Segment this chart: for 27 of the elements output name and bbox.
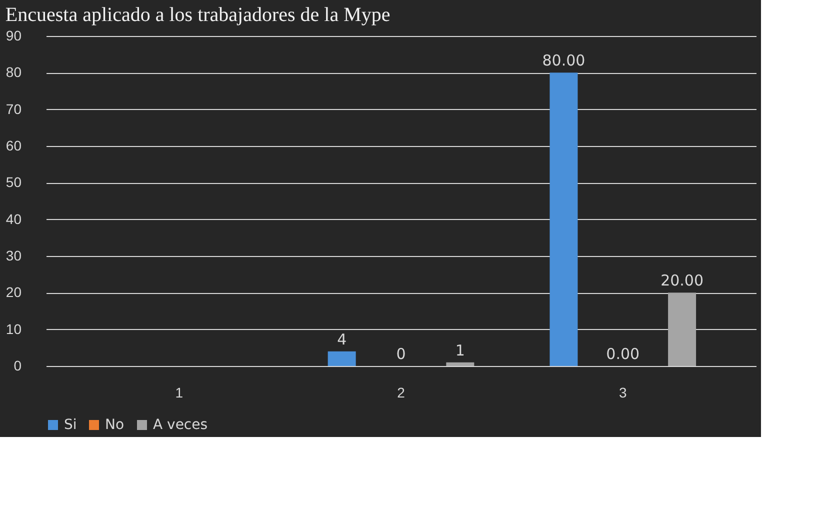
y-tick-label: 30 — [6, 248, 22, 264]
legend-label: A veces — [153, 417, 208, 433]
data-label: 20.00 — [660, 272, 704, 290]
y-tick-label: 40 — [6, 210, 22, 227]
y-tick-label: 70 — [6, 100, 22, 117]
y-tick-label: 80 — [6, 64, 22, 80]
y-tick-label: 90 — [6, 28, 22, 44]
data-label: 4 — [337, 330, 347, 348]
bar — [446, 362, 474, 366]
x-tick-label: 3 — [618, 384, 627, 400]
y-tick-label: 20 — [6, 284, 22, 300]
legend-label: No — [105, 417, 124, 433]
data-label: 0.00 — [606, 345, 640, 363]
bar — [668, 292, 696, 366]
y-tick-label: 50 — [6, 174, 22, 190]
y-tick-label: 0 — [14, 358, 22, 374]
x-tick-label: 2 — [397, 384, 406, 400]
legend-label: Si — [64, 417, 77, 433]
data-label: 0 — [396, 345, 406, 363]
y-tick-label: 60 — [6, 138, 22, 154]
y-tick-label: 10 — [6, 320, 22, 337]
bar — [328, 351, 356, 366]
x-tick-label: 1 — [175, 384, 184, 400]
bar — [550, 72, 578, 366]
data-label: 1 — [455, 341, 465, 360]
data-label: 80.00 — [542, 52, 586, 70]
chart-title: Encuesta aplicado a los trabajadores de la Mype — [5, 4, 390, 26]
